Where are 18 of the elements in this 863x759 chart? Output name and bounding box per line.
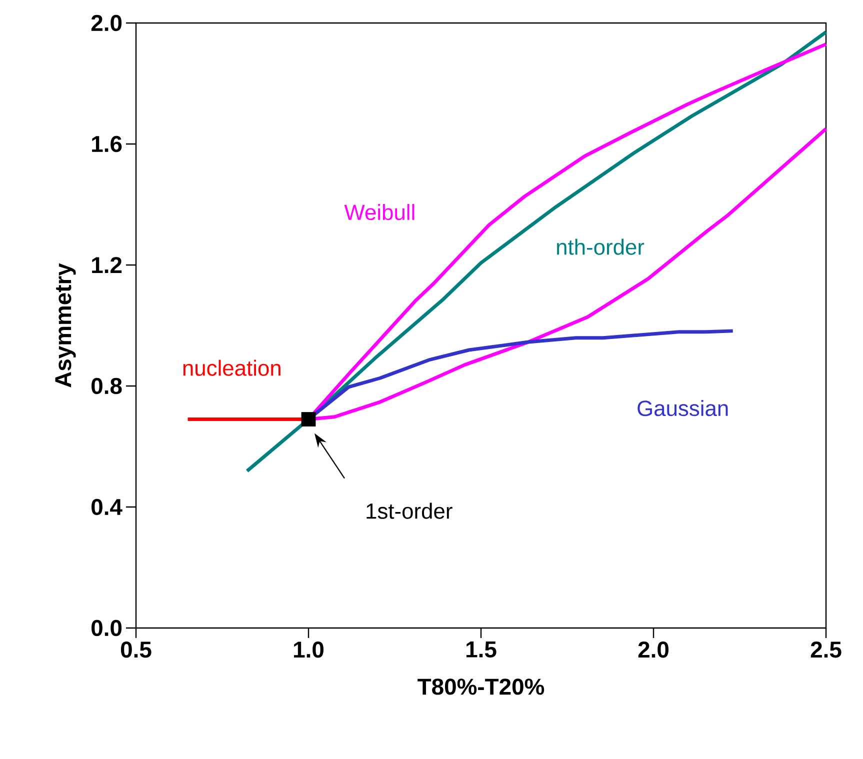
x-tick-label: 1.5 (466, 642, 496, 658)
x-tick-label: 0.5 (120, 642, 152, 658)
text: Gaussian (638, 400, 728, 416)
text: Weibull (344, 204, 414, 220)
y-axis-title: Asymmetry (55, 263, 76, 388)
y-tick-label: 0.8 (92, 378, 122, 394)
y-tick-label: 0.4 (92, 498, 122, 516)
series-label: nth-order (557, 238, 644, 255)
series-label: nucleation (183, 360, 280, 376)
x-tick-label: 2.5 (810, 642, 842, 658)
text: 1st-order (366, 502, 452, 519)
x-tick-label: 1.0 (294, 642, 324, 658)
y-tick-label: 0.0 (92, 620, 122, 636)
x-axis-title: T80%-T20% (418, 678, 544, 695)
y-tick-label: 1.2 (92, 256, 122, 273)
x-tick-label: 2.0 (638, 642, 669, 658)
y-tick-label: 1.6 (92, 136, 122, 152)
y-tick-label: 2.0 (91, 14, 122, 32)
